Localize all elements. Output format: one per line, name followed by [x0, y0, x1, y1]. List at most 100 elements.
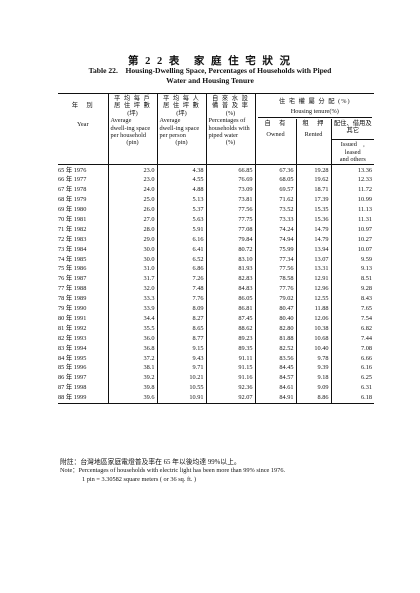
cell-water: 77.08 — [206, 224, 256, 235]
cell-rented: 10.38 — [296, 323, 332, 334]
cell-person: 5.63 — [157, 214, 207, 225]
cell-water: 76.69 — [206, 175, 256, 186]
table-row: 74 年 1985 30.0 6.52 83.10 77.34 13.07 9.59 — [58, 254, 374, 265]
cell-household: 33.3 — [108, 293, 158, 304]
cell-household: 25.0 — [108, 195, 158, 205]
cell-owned: 84.45 — [255, 363, 297, 374]
cell-rented: 18.71 — [296, 185, 332, 196]
table-row: 69 年 1980 26.0 5.37 77.56 73.52 15.35 11.13 — [58, 204, 374, 215]
cell-issued: 6.31 — [360, 384, 372, 392]
cell-person: 10.21 — [157, 373, 207, 383]
cell-rented: 19.28 — [296, 164, 332, 176]
cell-rented: 13.07 — [296, 254, 332, 265]
cell-owned: 77.34 — [255, 254, 297, 265]
cell-owned: 67.36 — [255, 164, 297, 176]
header-per-person: 平 均 每 人 居 住 坪 數 (坪) Average dwell-ing sp… — [157, 93, 207, 165]
cell-issued: 10.27 — [357, 235, 372, 243]
cell-person: 5.37 — [157, 204, 207, 215]
cell-person: 8.65 — [157, 323, 207, 334]
cell-year: 70 年 1981 — [58, 214, 109, 225]
cell-household: 30.0 — [108, 254, 158, 265]
cell-issued: 7.54 — [360, 314, 372, 322]
cell-owned: 84.57 — [255, 373, 297, 383]
cell-year: 77 年 1988 — [58, 284, 109, 294]
header-per-person-zh3: (坪) — [176, 109, 187, 117]
cell-household: 39.8 — [108, 382, 158, 393]
cell-issued: 6.82 — [360, 324, 372, 332]
cell-person: 7.76 — [157, 293, 207, 304]
header-rented-zh: 租 押 — [302, 119, 325, 127]
table-row: 68 年 1979 25.0 5.13 73.81 71.62 17.39 10.99 — [58, 195, 374, 205]
table-row: 73 年 1984 30.0 6.41 80.72 75.99 13.94 10.07 — [58, 244, 374, 255]
header-per-household: 平 均 每 戶 居 住 坪 數 (坪) Average dwell-ing sp… — [108, 93, 158, 165]
cell-owned: 80.40 — [255, 313, 297, 324]
cell-person: 7.48 — [157, 284, 207, 294]
table-row: 66 年 1977 23.0 4.55 76.69 68.05 19.62 12.33 — [58, 175, 374, 186]
cell-household: 39.2 — [108, 373, 158, 383]
table-row: 71 年 1982 28.0 5.91 77.08 74.24 14.79 10.97 — [58, 224, 374, 235]
header-rented: 租 押 Rented — [296, 118, 332, 140]
cell-household: 31.7 — [108, 274, 158, 285]
header-per-household-en2: dwell-ing space — [110, 124, 151, 132]
page-subtitle: Table 22. Housing-Dwelling Space, Percen… — [0, 66, 420, 85]
cell-issued: 11.72 — [358, 186, 372, 194]
cell-water: 88.62 — [206, 323, 256, 334]
header-piped-water-en2: households with — [208, 124, 250, 132]
cell-person: 6.41 — [157, 244, 207, 255]
cell-issued: 6.66 — [360, 354, 372, 362]
cell-owned: 74.94 — [255, 234, 297, 245]
cell-issued: 12.33 — [357, 176, 372, 184]
cell-year: 67 年 1978 — [58, 185, 109, 196]
cell-water: 77.56 — [206, 204, 256, 215]
cell-water: 91.16 — [206, 373, 256, 383]
cell-household: 34.4 — [108, 313, 158, 324]
cell-water: 89.23 — [206, 333, 256, 344]
cell-household: 39.6 — [108, 392, 158, 404]
cell-year: 75 年 1986 — [58, 264, 109, 275]
cell-water: 80.72 — [206, 244, 256, 255]
cell-water: 91.15 — [206, 363, 256, 374]
cell-year: 73 年 1984 — [58, 244, 109, 255]
header-per-person-en1: Average — [159, 117, 181, 125]
cell-rented: 10.40 — [296, 343, 332, 354]
cell-water: 73.09 — [206, 185, 256, 196]
cell-rented: 12.91 — [296, 274, 332, 285]
cell-owned: 83.56 — [255, 353, 297, 364]
cell-issued: 7.44 — [360, 334, 372, 342]
table-row: 85 年 1996 38.1 9.71 91.15 84.45 9.39 6.16 — [58, 363, 374, 374]
cell-household: 30.0 — [108, 244, 158, 255]
header-per-person-zh1: 平 均 每 人 — [163, 95, 200, 102]
cell-owned: 78.58 — [255, 274, 297, 285]
cell-issued: 10.07 — [357, 245, 372, 253]
cell-person: 8.27 — [157, 313, 207, 324]
header-per-household-en1: Average — [110, 117, 132, 125]
header-per-person-en4: (pin) — [175, 139, 188, 147]
cell-issued: 10.99 — [357, 196, 372, 204]
cell-rented: 9.18 — [296, 373, 332, 383]
cell-issued: 8.43 — [360, 295, 372, 303]
cell-owned: 79.02 — [255, 293, 297, 304]
cell-household: 33.9 — [108, 303, 158, 314]
header-per-household-zh3: (坪) — [127, 109, 138, 117]
cell-person: 5.91 — [157, 224, 207, 235]
cell-rented: 12.06 — [296, 313, 332, 324]
cell-issued: 6.25 — [360, 374, 372, 382]
cell-household: 29.0 — [108, 234, 158, 245]
cell-person: 4.88 — [157, 185, 207, 196]
cell-owned: 73.33 — [255, 214, 297, 225]
header-owned: 自 有 Owned — [255, 118, 297, 140]
cell-person: 6.16 — [157, 234, 207, 245]
table-row: 75 年 1986 31.0 6.86 81.93 77.56 13.31 9.13 — [58, 264, 374, 275]
cell-issued: 10.97 — [357, 225, 372, 233]
cell-household: 27.0 — [108, 214, 158, 225]
cell-household: 36.8 — [108, 343, 158, 354]
header-year-zh: 年 別 — [71, 102, 94, 109]
header-per-household-zh1: 平 均 每 戶 — [114, 95, 151, 102]
cell-rented: 13.31 — [296, 264, 332, 275]
header-per-household-en4: (pin) — [126, 139, 139, 147]
header-year: 年 別 Year — [58, 93, 109, 165]
table-row: 79 年 1990 33.9 8.09 86.81 80.47 11.88 7.65 — [58, 303, 374, 314]
cell-owned: 74.24 — [255, 224, 297, 235]
cell-issued: 6.18 — [331, 392, 374, 404]
cell-rented: 15.35 — [296, 204, 332, 215]
